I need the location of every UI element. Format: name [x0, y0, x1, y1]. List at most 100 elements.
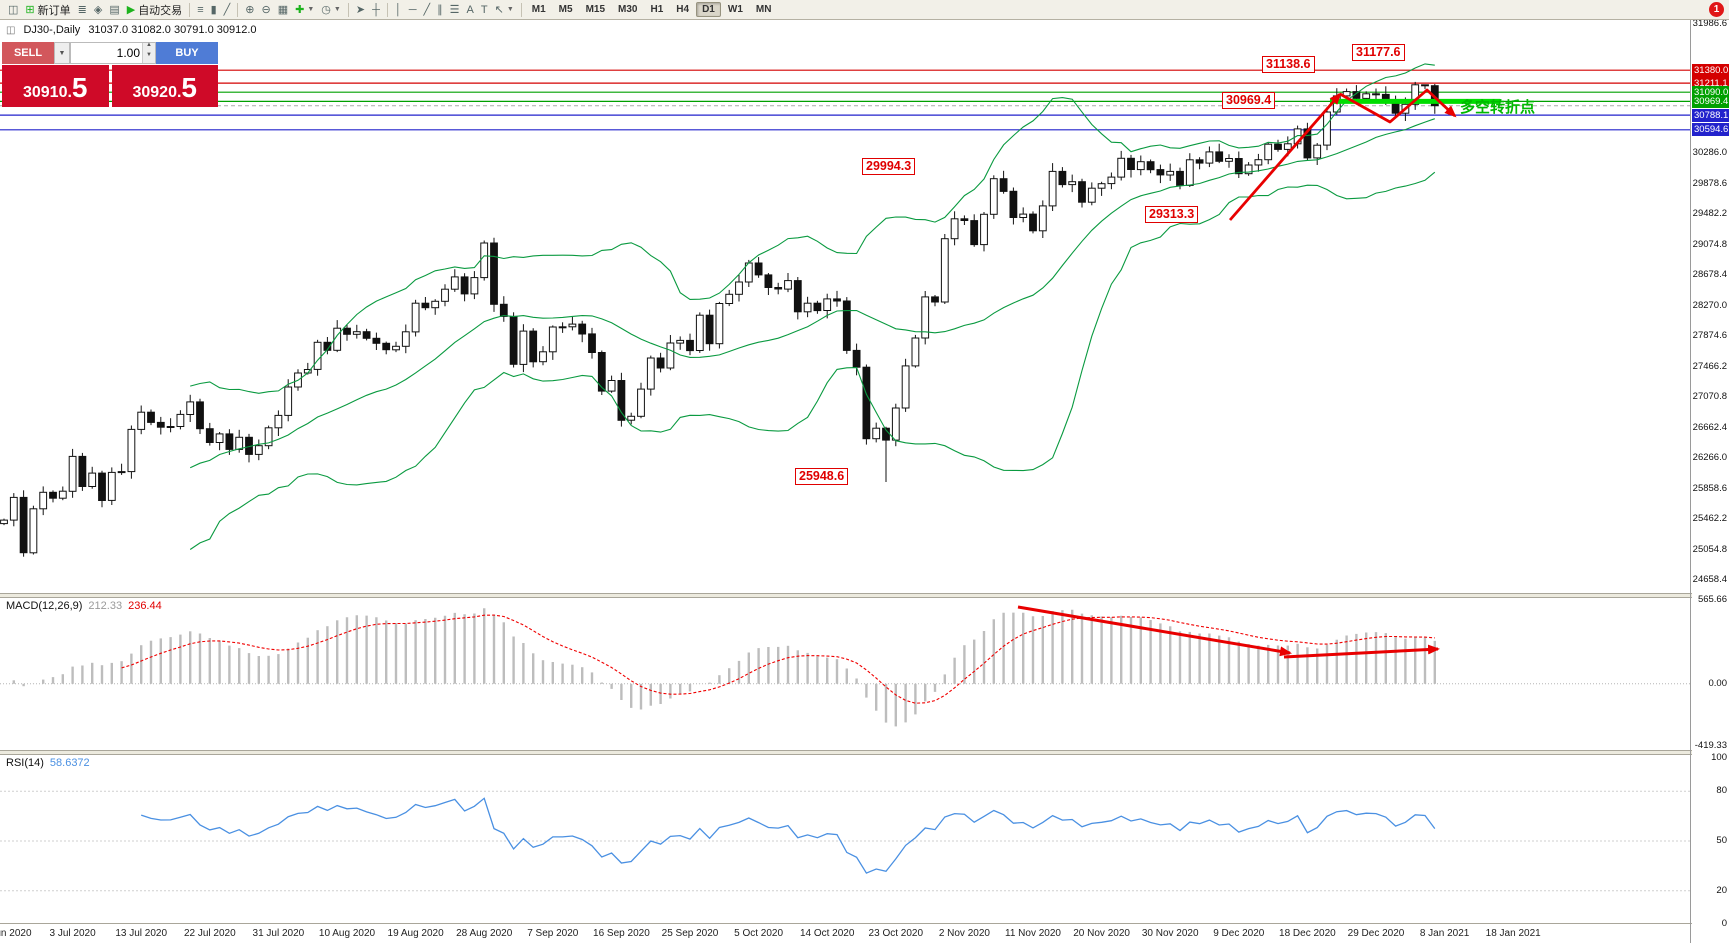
main-toolbar: ◫ ⊞ 新订单 ≣ ◈ ▤ ▶ 自动交易 ≡ ▮ ╱ ⊕ ⊖ ▦ ✚ ▼ ◷ ▼ ➤ ┼ │ ─ ╱ ∥ ☰ A T ↖ ▼ M1 M5 M1… — [0, 0, 1729, 20]
market-watch-button[interactable]: ≣ — [75, 1, 90, 19]
axis-label: 0 — [1721, 918, 1727, 929]
zoom-in-button[interactable]: ⊕ — [242, 1, 257, 19]
bar-chart-icon: ≡ — [197, 3, 204, 16]
time-axis-label: 7 Sep 2020 — [527, 928, 579, 939]
bar-chart-button[interactable]: ≡ — [194, 1, 206, 19]
axis-label: 27874.6 — [1692, 330, 1727, 341]
axis-label: 565.66 — [1697, 594, 1727, 605]
timeframe-h1-button[interactable]: H1 — [650, 4, 664, 15]
timeframe-w1-button[interactable]: W1 — [727, 4, 743, 15]
candlestick-chart-button[interactable]: ▮ — [208, 1, 220, 19]
crosshair-button[interactable]: ┼ — [369, 1, 383, 19]
chart-window-icon: ◫ — [6, 24, 16, 36]
price-level-tag: 30788.1 — [1692, 108, 1729, 122]
rsi-panel-separator[interactable] — [0, 750, 1729, 755]
timeframe-d1-button[interactable]: D1 — [696, 2, 721, 17]
time-axis-label: 10 Aug 2020 — [318, 928, 376, 939]
spin-up-icon[interactable]: ▲ — [143, 42, 155, 53]
cycles-icon: ◷ — [321, 4, 331, 16]
time-axis-label: 11 Nov 2020 — [1005, 928, 1061, 939]
axis-label: 80 — [1716, 785, 1727, 797]
rsi-line — [140, 797, 1436, 874]
price-axis[interactable]: 31986.6 30286.0 29878.6 29482.2 29074.8 28678… — [1692, 0, 1729, 943]
chart-title-overlay: ◫ DJ30-,Daily 31037.0 31082.0 30791.0 30… — [6, 24, 257, 36]
timeframe-m5-button[interactable]: M5 — [558, 4, 573, 15]
timeframe-m30-button[interactable]: M30 — [618, 4, 638, 15]
autotrading-button[interactable]: ▶ 自动交易 — [124, 1, 185, 19]
timeframe-m1-button[interactable]: M1 — [531, 4, 546, 15]
zoom-in-icon: ⊕ — [245, 4, 255, 16]
time-axis-label: 18 Dec 2020 — [1279, 928, 1336, 939]
timeframe-m15-button[interactable]: M15 — [585, 4, 606, 15]
axis-label: 24658.4 — [1692, 573, 1727, 585]
cycles-button[interactable]: ◷ ▼ — [318, 1, 344, 19]
tile-windows-icon: ▦ — [277, 4, 289, 16]
trendline-icon: ╱ — [423, 4, 431, 16]
axis-label: 100 — [1711, 752, 1727, 763]
trend-arrows[interactable] — [1228, 88, 1457, 221]
axis-label: 29074.8 — [1692, 239, 1727, 250]
terminal-icon: ▤ — [109, 4, 120, 16]
navigator-button[interactable]: ◈ — [91, 1, 105, 19]
text-button[interactable]: A — [464, 1, 477, 19]
macd-signal-line — [121, 614, 1435, 704]
trade-options-dropdown[interactable]: ▼ — [54, 42, 70, 64]
price-level-tag: 30969.4 — [1692, 94, 1729, 108]
cursor-button[interactable]: ➤ — [353, 1, 368, 19]
volume-input[interactable] — [71, 43, 142, 63]
caret-down-icon: ▼ — [307, 6, 315, 13]
crosshair-icon: ┼ — [372, 3, 380, 16]
fibonacci-button[interactable]: ☰ — [447, 1, 463, 19]
timeframe-mn-button[interactable]: MN — [755, 4, 772, 15]
buy-button[interactable]: BUY — [156, 42, 218, 64]
time-axis-label: 28 Aug 2020 — [456, 928, 513, 939]
axis-label: 27466.2 — [1692, 361, 1727, 372]
axis-label: 30286.0 — [1692, 147, 1727, 159]
sell-price-button[interactable]: 30910. 5 — [2, 65, 109, 107]
notifications-badge[interactable]: 1 — [1709, 2, 1724, 17]
axis-label: 26662.4 — [1692, 421, 1727, 433]
indicators-button[interactable]: ✚ ▼ — [292, 1, 317, 19]
arrows-button[interactable]: ↖ ▼ — [492, 1, 517, 19]
macd-trend-arrows[interactable] — [1017, 605, 1440, 659]
time-axis-label: 22 Jul 2020 — [183, 928, 236, 939]
price-axis-border — [1690, 20, 1691, 943]
new-order-icon: ⊞ — [25, 4, 35, 16]
toolbar-separator — [347, 2, 349, 17]
caret-down-icon: ▼ — [58, 49, 66, 57]
channel-button[interactable]: ∥ — [434, 1, 446, 19]
zoom-out-button[interactable]: ⊖ — [259, 1, 274, 19]
label-button[interactable]: T — [478, 1, 491, 19]
rsi-label: RSI(14) 58.6372 — [6, 757, 90, 769]
caret-down-icon: ▼ — [506, 6, 514, 13]
horizontal-line-button[interactable]: ─ — [406, 1, 420, 19]
macd-label: MACD(12,26,9) 212.33 236.44 — [6, 600, 162, 612]
autotrading-button-label: 自动交易 — [138, 4, 183, 17]
vertical-line-button[interactable]: │ — [392, 1, 405, 19]
price-level-tag: 31380.0 — [1692, 63, 1729, 77]
vertical-line-icon: │ — [394, 3, 402, 16]
axis-label: 27070.8 — [1692, 390, 1727, 402]
time-axis-label: 13 Jul 2020 — [115, 928, 168, 939]
price-chart-canvas[interactable] — [0, 0, 1691, 943]
terminal-button[interactable]: ▤ — [106, 1, 122, 19]
time-axis-label: 8 Jan 2021 — [1419, 928, 1470, 939]
buy-price-button[interactable]: 30920. 5 — [111, 65, 218, 107]
cursor-icon: ➤ — [355, 4, 366, 16]
fibonacci-icon: ☰ — [449, 4, 460, 16]
trendline-button[interactable]: ╱ — [421, 1, 434, 19]
tile-windows-button[interactable]: ▦ — [275, 1, 291, 19]
buy-price-pip: 5 — [181, 72, 197, 103]
sell-button[interactable]: SELL — [2, 42, 54, 64]
toolbar-buttons: ◫ ⊞ 新订单 ≣ ◈ ▤ ▶ 自动交易 ≡ ▮ ╱ ⊕ ⊖ ▦ ✚ ▼ ◷ ▼ ➤ ┼ │ ─ ╱ ∥ ☰ A T ↖ ▼ M1 M5 M1… — [5, 1, 777, 19]
timeframe-h4-button[interactable]: H4 — [676, 4, 690, 15]
new-order-button[interactable]: ⊞ 新订单 — [22, 1, 73, 19]
macd-panel-separator[interactable] — [0, 593, 1729, 598]
line-chart-button[interactable]: ╱ — [221, 1, 234, 19]
time-axis-label: 18 Jan 2021 — [1485, 928, 1541, 939]
spin-down-icon[interactable]: ▼ — [143, 52, 155, 63]
chart-window-button[interactable]: ◫ — [5, 1, 21, 19]
price-level-tag: 30594.6 — [1692, 123, 1729, 137]
toolbar-separator — [189, 2, 191, 17]
